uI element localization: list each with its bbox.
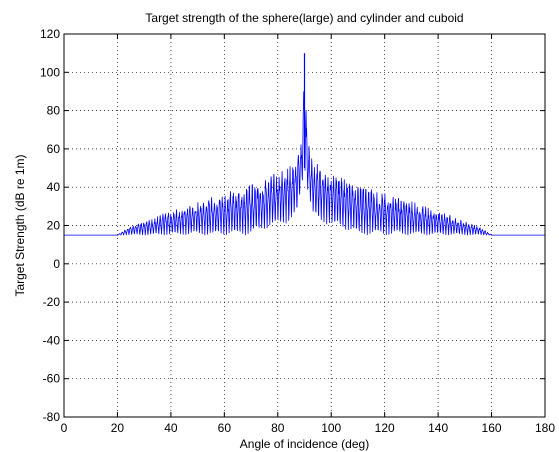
y-tick-label: 120: [40, 27, 60, 41]
y-tick-label: 0: [53, 257, 60, 271]
y-tick-label: -20: [43, 295, 61, 309]
y-tick-label: 40: [47, 180, 61, 194]
x-tick-label: 120: [375, 421, 395, 435]
chart-title: Target strength of the sphere(large) and…: [145, 11, 463, 25]
y-tick-label: 100: [40, 65, 60, 79]
x-tick-label: 100: [321, 421, 341, 435]
x-tick-label: 40: [164, 421, 178, 435]
x-tick-label: 180: [535, 421, 555, 435]
x-axis-label: Angle of incidence (deg): [240, 437, 369, 451]
x-tick-label: 160: [482, 421, 502, 435]
x-tick-label: 140: [428, 421, 448, 435]
y-tick-label: -60: [43, 372, 61, 386]
x-tick-label: 60: [218, 421, 232, 435]
axis-ticks: 0 20 40 60 80 100 120 140 160 180 -80 -60 -40 -20 0 20 4…: [40, 27, 555, 435]
x-tick-label: 80: [271, 421, 285, 435]
y-tick-label: 60: [47, 142, 61, 156]
series-group: [63, 53, 546, 236]
y-tick-label: 80: [47, 104, 61, 118]
x-tick-label: 0: [61, 421, 68, 435]
y-axis-label: Target Strength (dB re 1m): [13, 154, 27, 296]
x-tick-label: 20: [111, 421, 125, 435]
y-tick-label: 20: [47, 219, 61, 233]
y-tick-label: -80: [43, 410, 61, 424]
y-tick-label: -40: [43, 333, 61, 347]
